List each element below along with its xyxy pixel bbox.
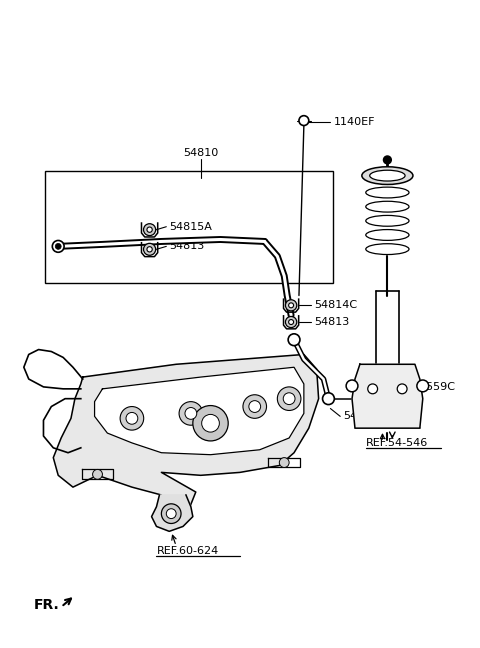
Circle shape	[52, 240, 64, 252]
Circle shape	[249, 400, 261, 412]
Circle shape	[93, 469, 102, 480]
Text: 54815A: 54815A	[169, 222, 212, 232]
Circle shape	[346, 380, 358, 392]
Text: 54813: 54813	[169, 241, 204, 251]
Circle shape	[161, 504, 181, 524]
Ellipse shape	[144, 224, 156, 236]
Circle shape	[193, 406, 228, 441]
Circle shape	[166, 509, 176, 518]
Text: 54830A: 54830A	[343, 411, 386, 421]
Circle shape	[120, 406, 144, 430]
Ellipse shape	[286, 316, 297, 328]
Polygon shape	[152, 495, 193, 531]
Circle shape	[147, 227, 152, 233]
Ellipse shape	[286, 300, 297, 311]
Text: 1140EF: 1140EF	[333, 117, 375, 126]
Text: REF.54-546: REF.54-546	[366, 438, 428, 448]
Circle shape	[288, 319, 294, 325]
Polygon shape	[352, 364, 423, 428]
Ellipse shape	[144, 244, 156, 255]
Circle shape	[202, 415, 219, 432]
Ellipse shape	[370, 170, 405, 181]
Circle shape	[384, 156, 391, 164]
Circle shape	[368, 384, 378, 394]
Circle shape	[147, 247, 152, 252]
Text: 54559C: 54559C	[412, 382, 455, 392]
Circle shape	[417, 380, 429, 392]
Circle shape	[126, 412, 138, 424]
Polygon shape	[53, 354, 319, 526]
Circle shape	[277, 387, 301, 410]
Circle shape	[288, 303, 294, 308]
Text: FR.: FR.	[34, 598, 60, 612]
Text: REF.60-624: REF.60-624	[156, 546, 219, 556]
Text: 54810: 54810	[183, 148, 218, 158]
Ellipse shape	[362, 167, 413, 185]
Circle shape	[288, 334, 300, 345]
Circle shape	[243, 395, 266, 419]
Circle shape	[397, 384, 407, 394]
Circle shape	[179, 402, 203, 425]
Circle shape	[323, 393, 335, 404]
Text: 54813: 54813	[314, 317, 349, 327]
Circle shape	[55, 244, 61, 249]
Bar	[46, 170, 333, 283]
Text: 54814C: 54814C	[314, 300, 357, 310]
Polygon shape	[95, 367, 304, 455]
Circle shape	[279, 457, 289, 467]
Circle shape	[299, 116, 309, 126]
Circle shape	[283, 393, 295, 404]
Circle shape	[185, 408, 197, 419]
